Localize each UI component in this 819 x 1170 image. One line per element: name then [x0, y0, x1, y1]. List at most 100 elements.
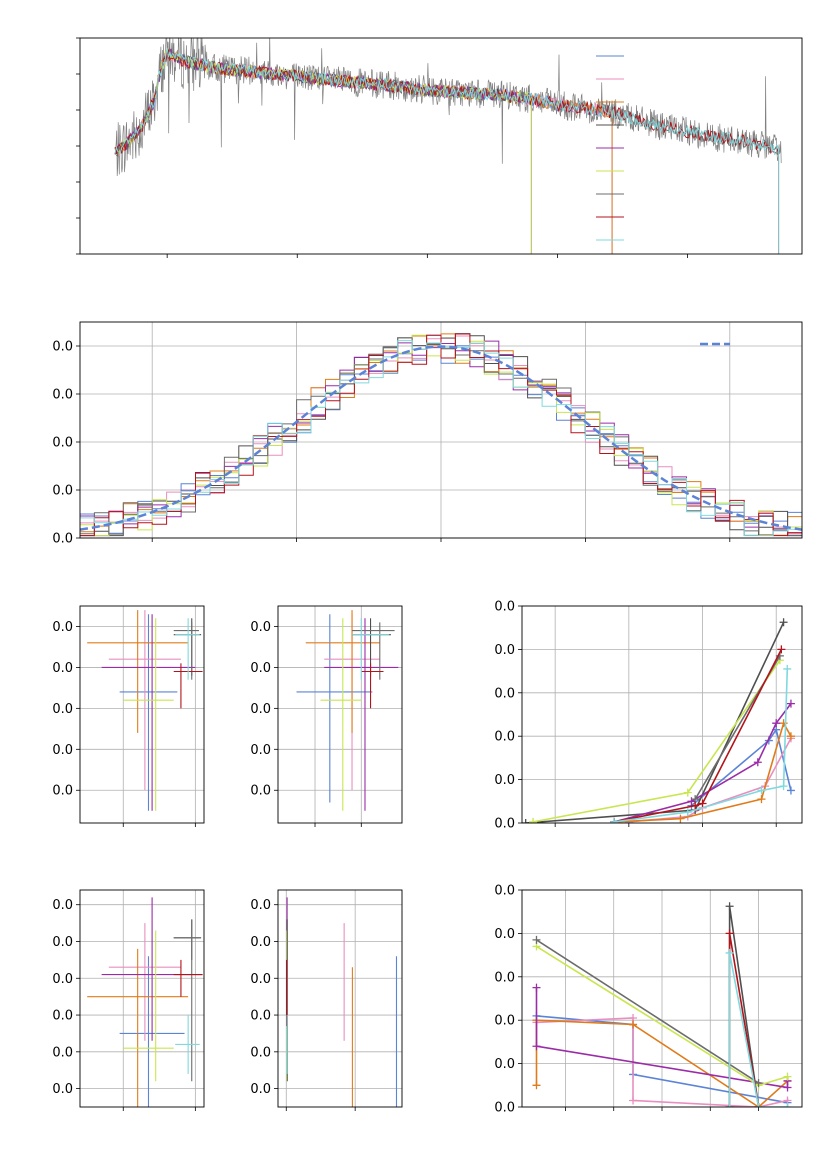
- model-line: [114, 48, 780, 254]
- y-tick-label: 0.0: [250, 702, 271, 717]
- weight-marker: [532, 935, 541, 944]
- weight-marker: [772, 719, 781, 728]
- weight-line: [690, 727, 792, 807]
- y-tick-label: 0.0: [494, 730, 515, 745]
- y-tick-label: 0.0: [250, 743, 271, 758]
- y-tick-label: 0.0: [494, 1101, 515, 1116]
- weight-marker: [757, 786, 766, 795]
- mass-vs-Z-frame: [79, 889, 205, 1108]
- weight-marker: [629, 1020, 638, 1029]
- normal-curve: [80, 345, 802, 531]
- y-tick-label: 0.0: [250, 935, 271, 950]
- weight-marker: [725, 1103, 734, 1107]
- y-tick-label: 0.0: [494, 927, 515, 942]
- spectrum-axes: [76, 37, 688, 258]
- y-tick-label: 0.0: [52, 935, 73, 950]
- weight-marker: [779, 618, 788, 627]
- y-tick-label: 0.0: [52, 532, 73, 547]
- weight-marker: [754, 1103, 763, 1107]
- y-tick-label: 0.0: [52, 1045, 73, 1060]
- weight-line: [532, 659, 781, 823]
- weight-marker: [698, 799, 707, 808]
- weight-vs-Z-frame: [521, 889, 803, 1108]
- weight-marker: [691, 801, 700, 810]
- weight-marker: [529, 817, 538, 823]
- weight-marker: [754, 1079, 763, 1088]
- age-vs-Z-axes: 0.0 0.0 0.0 0.0 0.0: [52, 606, 204, 827]
- age-vs-Z-frame: [79, 605, 205, 824]
- weight-marker: [757, 795, 766, 804]
- weight-marker: [777, 645, 786, 654]
- weight-marker: [783, 664, 792, 673]
- spectrum-plot: [114, 38, 782, 254]
- weight-marker: [779, 782, 788, 791]
- mass-vs-Z-plot: [87, 897, 203, 1107]
- weight-marker: [725, 902, 734, 911]
- weight-marker: [629, 1096, 638, 1105]
- mass-vs-Z-axes: 0.0 0.0 0.0 0.0 0.0 0.0: [52, 890, 204, 1111]
- age-vs-Z-plot: [87, 610, 203, 811]
- y-tick-label: 0.0: [494, 817, 515, 832]
- y-tick-label: 0.0: [494, 686, 515, 701]
- y-tick-label: 0.0: [250, 1082, 271, 1097]
- y-tick-label: 0.0: [52, 1082, 73, 1097]
- weight-marker: [683, 808, 692, 817]
- weight-marker: [725, 929, 734, 938]
- histogram-plot: [80, 333, 802, 538]
- y-tick-label: 0.0: [250, 661, 271, 676]
- y-tick-label: 0.0: [250, 620, 271, 635]
- weight-marker: [783, 1103, 792, 1107]
- age-vs-mass-plot: [296, 610, 399, 811]
- y-tick-label: 0.0: [52, 661, 73, 676]
- weight-marker: [610, 817, 619, 823]
- age-vs-mass-frame: [277, 605, 403, 824]
- weight-marker: [683, 788, 692, 797]
- y-tick-label: 0.0: [52, 898, 73, 913]
- y-tick-label: 0.0: [52, 702, 73, 717]
- weight-vs-Z-plot: [532, 902, 792, 1107]
- y-tick-label: 0.0: [52, 388, 73, 403]
- y-tick-label: 0.0: [494, 773, 515, 788]
- y-tick-label: 0.0: [494, 884, 515, 899]
- histogram-step: [80, 333, 802, 538]
- mass-vs-ebv-frame: [277, 889, 403, 1108]
- weight-line: [728, 952, 788, 1107]
- y-tick-label: 0.0: [494, 970, 515, 985]
- y-tick-label: 0.0: [494, 1014, 515, 1029]
- y-tick-label: 0.0: [52, 436, 73, 451]
- weight-marker: [532, 1042, 541, 1051]
- y-tick-label: 0.0: [52, 340, 73, 355]
- y-tick-label: 0.0: [250, 1009, 271, 1024]
- weight-marker: [783, 1072, 792, 1081]
- weight-vs-age-axes: 0.0 0.0 0.0 0.0 0.0 0.0: [494, 600, 802, 832]
- weight-vs-age-plot: [522, 618, 795, 823]
- y-tick-label: 0.0: [494, 1057, 515, 1072]
- residuals-frame: [79, 321, 803, 539]
- y-tick-label: 0.0: [250, 972, 271, 987]
- y-tick-label: 0.0: [250, 1045, 271, 1060]
- weight-line: [536, 939, 760, 1084]
- model-line: [114, 48, 780, 254]
- y-tick-label: 0.0: [250, 784, 271, 799]
- y-tick-label: 0.0: [250, 898, 271, 913]
- weight-marker: [676, 814, 685, 823]
- y-tick-label: 0.0: [52, 484, 73, 499]
- y-tick-label: 0.0: [494, 600, 515, 615]
- mass-vs-ebv-axes: 0.0 0.0 0.0 0.0 0.0 0.0: [250, 890, 402, 1111]
- y-tick-label: 0.0: [494, 643, 515, 658]
- model-line: [114, 48, 780, 254]
- y-tick-label: 0.0: [52, 972, 73, 987]
- weight-marker: [786, 732, 795, 741]
- weight-marker: [532, 983, 541, 992]
- y-tick-label: 0.0: [52, 1009, 73, 1024]
- weight-marker: [753, 758, 762, 767]
- weight-marker: [725, 948, 734, 957]
- mass-vs-ebv-plot: [285, 897, 398, 1107]
- y-tick-label: 0.0: [52, 620, 73, 635]
- spectrum-frame: [79, 37, 803, 255]
- weight-marker: [786, 699, 795, 708]
- weight-marker: [522, 819, 530, 823]
- weight-vs-age-frame: [521, 605, 803, 824]
- y-tick-label: 0.0: [52, 784, 73, 799]
